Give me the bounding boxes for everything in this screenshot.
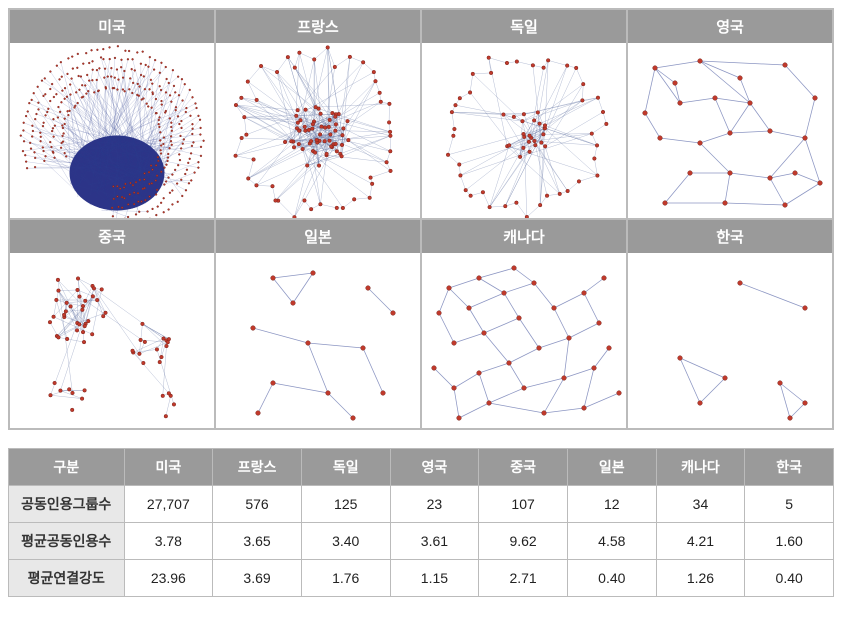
network-canvas-usa bbox=[10, 43, 214, 218]
network-cell-france: 프랑스 bbox=[215, 9, 421, 219]
network-svg bbox=[216, 43, 420, 218]
table-cell: 3.78 bbox=[124, 523, 213, 560]
table-cell: 1.76 bbox=[301, 560, 390, 597]
network-header: 영국 bbox=[628, 10, 832, 43]
network-header: 일본 bbox=[216, 220, 420, 253]
network-svg bbox=[422, 43, 626, 218]
table-row-header: 공동인용그룹수 bbox=[9, 486, 125, 523]
table-cell: 2.71 bbox=[479, 560, 568, 597]
table-col-header: 중국 bbox=[479, 449, 568, 486]
table-col-header: 일본 bbox=[567, 449, 656, 486]
network-canvas-china bbox=[10, 253, 214, 428]
network-panel-grid: 미국프랑스독일영국중국일본캐나다한국 bbox=[8, 8, 834, 430]
table-cell: 3.61 bbox=[390, 523, 479, 560]
network-svg bbox=[422, 253, 626, 428]
table-cell: 12 bbox=[567, 486, 656, 523]
table-cell: 23 bbox=[390, 486, 479, 523]
network-header: 캐나다 bbox=[422, 220, 626, 253]
table-cell: 1.26 bbox=[656, 560, 745, 597]
network-cell-china: 중국 bbox=[9, 219, 215, 429]
network-svg bbox=[216, 253, 420, 428]
table-corner: 구분 bbox=[9, 449, 125, 486]
network-cell-korea: 한국 bbox=[627, 219, 833, 429]
table-cell: 23.96 bbox=[124, 560, 213, 597]
table-cell: 27,707 bbox=[124, 486, 213, 523]
table-cell: 1.60 bbox=[745, 523, 834, 560]
table-col-header: 프랑스 bbox=[213, 449, 302, 486]
table-cell: 0.40 bbox=[567, 560, 656, 597]
table-cell: 4.58 bbox=[567, 523, 656, 560]
table-row-header: 평균연결강도 bbox=[9, 560, 125, 597]
network-svg bbox=[628, 43, 832, 218]
network-canvas-france bbox=[216, 43, 420, 218]
network-header: 미국 bbox=[10, 10, 214, 43]
network-cell-uk: 영국 bbox=[627, 9, 833, 219]
table-cell: 107 bbox=[479, 486, 568, 523]
table-cell: 576 bbox=[213, 486, 302, 523]
network-canvas-canada bbox=[422, 253, 626, 428]
table-row: 평균공동인용수3.783.653.403.619.624.584.211.60 bbox=[9, 523, 834, 560]
network-header: 중국 bbox=[10, 220, 214, 253]
table-cell: 4.21 bbox=[656, 523, 745, 560]
table-row: 평균연결강도23.963.691.761.152.710.401.260.40 bbox=[9, 560, 834, 597]
table-col-header: 한국 bbox=[745, 449, 834, 486]
table-cell: 5 bbox=[745, 486, 834, 523]
network-svg bbox=[10, 253, 214, 428]
table-row-header: 평균공동인용수 bbox=[9, 523, 125, 560]
table-cell: 3.69 bbox=[213, 560, 302, 597]
table-col-header: 영국 bbox=[390, 449, 479, 486]
table-cell: 9.62 bbox=[479, 523, 568, 560]
network-cell-canada: 캐나다 bbox=[421, 219, 627, 429]
network-canvas-uk bbox=[628, 43, 832, 218]
network-header: 프랑스 bbox=[216, 10, 420, 43]
network-canvas-japan bbox=[216, 253, 420, 428]
table-cell: 3.65 bbox=[213, 523, 302, 560]
table-body: 공동인용그룹수27,7075761252310712345평균공동인용수3.78… bbox=[9, 486, 834, 597]
network-canvas-germany bbox=[422, 43, 626, 218]
network-cell-japan: 일본 bbox=[215, 219, 421, 429]
table-cell: 125 bbox=[301, 486, 390, 523]
table-cell: 34 bbox=[656, 486, 745, 523]
network-svg bbox=[10, 43, 214, 218]
table-header-row: 구분미국프랑스독일영국중국일본캐나다한국 bbox=[9, 449, 834, 486]
table-col-header: 미국 bbox=[124, 449, 213, 486]
table-cell: 0.40 bbox=[745, 560, 834, 597]
table-col-header: 캐나다 bbox=[656, 449, 745, 486]
network-header: 한국 bbox=[628, 220, 832, 253]
table-cell: 1.15 bbox=[390, 560, 479, 597]
table-col-header: 독일 bbox=[301, 449, 390, 486]
network-cell-germany: 독일 bbox=[421, 9, 627, 219]
network-canvas-korea bbox=[628, 253, 832, 428]
network-header: 독일 bbox=[422, 10, 626, 43]
network-cell-usa: 미국 bbox=[9, 9, 215, 219]
summary-table: 구분미국프랑스독일영국중국일본캐나다한국 공동인용그룹수27,707576125… bbox=[8, 448, 834, 597]
table-row: 공동인용그룹수27,7075761252310712345 bbox=[9, 486, 834, 523]
table-cell: 3.40 bbox=[301, 523, 390, 560]
network-svg bbox=[628, 253, 832, 428]
